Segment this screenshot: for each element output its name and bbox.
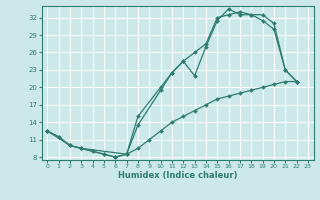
X-axis label: Humidex (Indice chaleur): Humidex (Indice chaleur) bbox=[118, 171, 237, 180]
